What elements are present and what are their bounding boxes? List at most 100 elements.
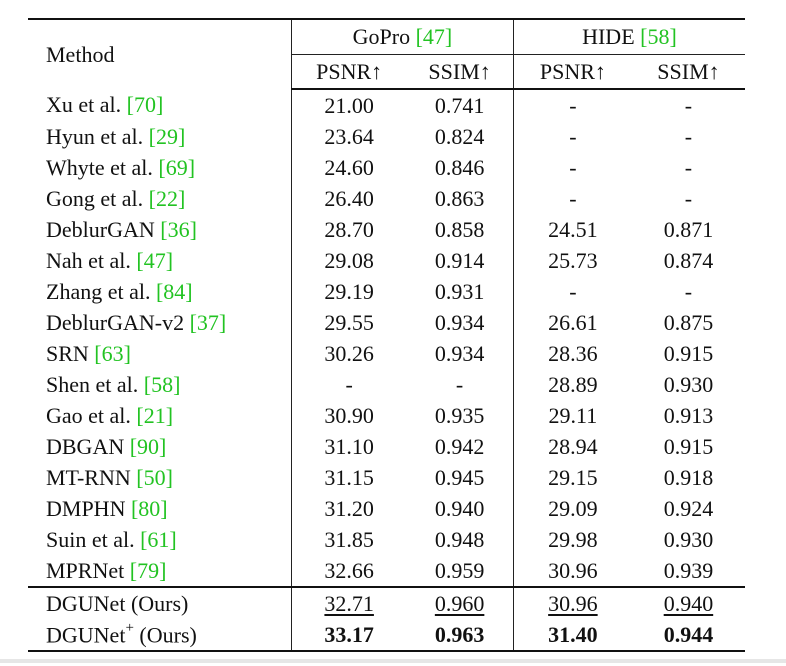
hide-ssim-cell: 0.944 [631, 619, 745, 652]
cell-value: 33.17 [324, 621, 374, 647]
cell-value: 0.846 [434, 154, 485, 180]
method-name: DGUNet [46, 590, 126, 616]
method-name: Hyun et al. [46, 123, 144, 149]
cell-value: 31.40 [548, 621, 598, 647]
cell-value: 29.08 [324, 247, 374, 273]
cell-value: 29.11 [548, 402, 598, 428]
hide-psnr-cell: 28.89 [513, 369, 632, 400]
gopro-psnr-cell: 29.55 [292, 307, 407, 338]
method-citation: [58] [143, 371, 181, 397]
method-superscript: + [125, 619, 134, 636]
ours-body: DGUNet (Ours) 32.71 0.960 30.96 0.940 DGUNet+… [28, 586, 745, 652]
hide-ssim-cell: 0.915 [632, 431, 745, 462]
cell-value: 0.931 [434, 278, 485, 304]
table-row: DMPHN [80] 31.20 0.940 29.09 0.924 [28, 493, 745, 524]
gopro-ssim-cell: 0.741 [406, 89, 514, 121]
method-citation: [70] [126, 92, 164, 117]
gopro-ssim-cell: 0.940 [406, 493, 514, 524]
cell-value: 0.913 [663, 402, 714, 428]
cell-value: 30.26 [324, 340, 374, 366]
hide-ssim-cell: - [632, 89, 745, 121]
hide-ssim-cell: 0.918 [632, 462, 745, 493]
hide-ssim-cell: - [632, 276, 745, 307]
table-row: Whyte et al. [69] 24.60 0.846 - - [28, 152, 745, 183]
gopro-ssim-cell: 0.948 [406, 524, 514, 555]
hide-psnr-cell: - [513, 121, 632, 152]
cell-value: 0.960 [434, 590, 485, 616]
cell-value: 26.61 [548, 309, 598, 335]
cell-value: 0.914 [434, 247, 485, 273]
cell-value: 0.945 [434, 464, 485, 490]
gopro-ssim-cell: 0.934 [406, 338, 514, 369]
method-name: DMPHN [46, 495, 126, 521]
method-citation: [84] [155, 278, 193, 304]
method-citation: [90] [129, 433, 167, 459]
hide-psnr-cell: 29.11 [513, 400, 632, 431]
method-citation: [37] [189, 309, 227, 335]
method-name: Whyte et al. [46, 154, 153, 180]
table-row: MT-RNN [50] 31.15 0.945 29.15 0.918 [28, 462, 745, 493]
method-header: Method [28, 18, 293, 89]
hide-ssim-cell: 0.930 [632, 369, 745, 400]
header-row-metrics: PSNR↑ SSIM↑ PSNR↑ SSIM↑ [28, 54, 745, 90]
cell-value: 0.824 [434, 123, 485, 149]
cell-value: 24.60 [324, 154, 374, 180]
hide-psnr-cell: - [513, 183, 632, 214]
method-name: Gao et al. [46, 402, 131, 428]
table-row: SRN [63] 30.26 0.934 28.36 0.915 [28, 338, 745, 369]
cell-value: - [569, 278, 577, 304]
cell-value: - [569, 154, 577, 180]
cell-value: - [569, 185, 577, 211]
method-citation: [22] [148, 185, 186, 211]
cell-value: 28.94 [548, 433, 598, 459]
cell-value: 29.15 [548, 464, 598, 490]
method-cell: Shen et al. [58] [28, 369, 293, 400]
cell-value: 21.00 [324, 92, 374, 118]
method-citation: [47] [136, 247, 174, 273]
cell-value: 31.10 [324, 433, 374, 459]
method-citation: [50] [136, 464, 173, 490]
cell-value: 29.98 [548, 526, 598, 552]
hide-name: HIDE [582, 24, 635, 49]
method-cell: DGUNet+ (Ours) [28, 619, 293, 652]
cell-value: 0.948 [434, 526, 485, 552]
method-name: DBGAN [46, 433, 125, 459]
cell-value: - [684, 123, 693, 149]
cell-value: 0.874 [663, 247, 714, 273]
hide-psnr-cell: 24.51 [513, 214, 632, 245]
cell-value: 0.942 [434, 433, 485, 459]
hide-psnr-cell: 30.96 [513, 586, 632, 619]
table-row: MPRNet [79] 32.66 0.959 30.96 0.939 [28, 555, 745, 587]
table-row: Nah et al. [47] 29.08 0.914 25.73 0.874 [28, 245, 745, 276]
gopro-psnr-cell: 23.64 [292, 121, 407, 152]
cell-value: 0.935 [434, 402, 485, 428]
table-row: Suin et al. [61] 31.85 0.948 29.98 0.930 [28, 524, 745, 555]
cell-value: - [345, 371, 353, 397]
method-citation: [63] [94, 340, 131, 366]
method-citation: [61] [140, 526, 177, 552]
cell-value: 30.90 [324, 402, 374, 428]
hide-ssim-cell: 0.915 [632, 338, 745, 369]
method-name: Zhang et al. [46, 278, 151, 304]
gopro-header: GoPro [47] [291, 18, 514, 55]
gopro-ssim-cell: 0.934 [406, 307, 514, 338]
cell-value: 31.85 [324, 526, 374, 552]
method-name: Suin et al. [46, 526, 135, 552]
method-name: MPRNet [46, 557, 125, 583]
method-cell: MT-RNN [50] [28, 462, 293, 493]
cell-value: 25.73 [548, 247, 598, 273]
cell-value: 32.71 [324, 590, 374, 616]
cell-value: 0.930 [663, 526, 714, 552]
hide-psnr-cell: 28.94 [513, 431, 632, 462]
method-citation: [29] [148, 123, 186, 149]
hide-psnr-cell: 29.15 [513, 462, 632, 493]
hide-ssim-cell: 0.913 [632, 400, 745, 431]
gopro-psnr-cell: 28.70 [292, 214, 407, 245]
gopro-psnr-cell: 31.15 [292, 462, 407, 493]
gopro-ssim-cell: 0.935 [406, 400, 514, 431]
method-cell: Gao et al. [21] [28, 400, 293, 431]
cell-value: 0.875 [663, 309, 714, 335]
cell-value: 26.40 [324, 185, 374, 211]
hide-psnr-cell: 28.36 [513, 338, 632, 369]
metric-header: PSNR↑ [291, 54, 407, 90]
